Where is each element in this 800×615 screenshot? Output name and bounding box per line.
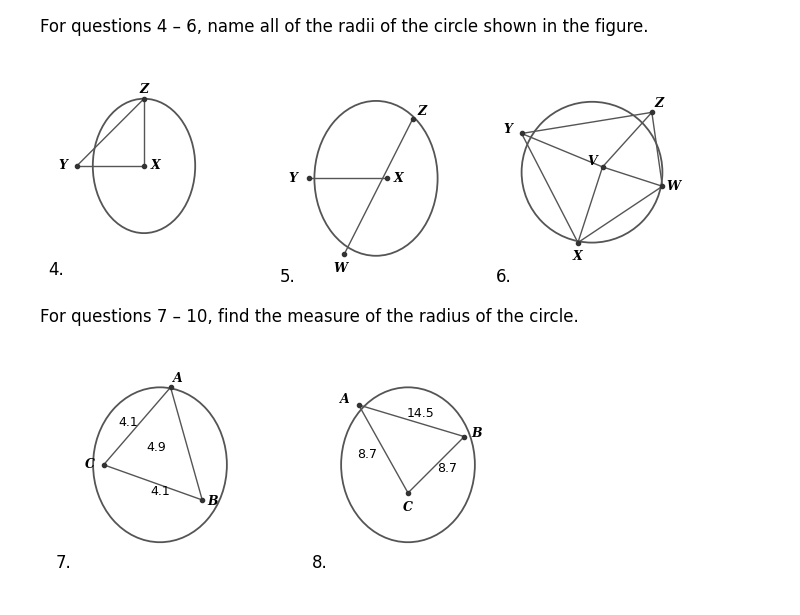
Text: For questions 7 – 10, find the measure of the radius of the circle.: For questions 7 – 10, find the measure o… (40, 308, 578, 325)
Text: W: W (666, 180, 680, 192)
Text: X: X (573, 250, 582, 263)
Text: Y: Y (503, 124, 512, 137)
Text: X: X (150, 159, 160, 172)
Text: C: C (403, 501, 413, 514)
Text: 6.: 6. (496, 268, 512, 285)
Text: 8.: 8. (312, 554, 328, 571)
Text: Y: Y (58, 159, 67, 172)
Text: Z: Z (139, 82, 149, 95)
Text: B: B (471, 427, 482, 440)
Text: 8.7: 8.7 (437, 462, 457, 475)
Text: 4.1: 4.1 (118, 416, 138, 429)
Text: 7.: 7. (56, 554, 72, 571)
Text: 4.1: 4.1 (150, 485, 170, 498)
Text: C: C (85, 458, 94, 471)
Text: 14.5: 14.5 (406, 407, 434, 420)
Text: Y: Y (289, 172, 298, 185)
Text: A: A (173, 372, 182, 385)
Text: W: W (334, 261, 348, 275)
Text: 5.: 5. (280, 268, 296, 285)
Text: X: X (394, 172, 404, 185)
Text: V: V (587, 155, 597, 168)
Text: For questions 4 – 6, name all of the radii of the circle shown in the figure.: For questions 4 – 6, name all of the rad… (40, 18, 649, 36)
Text: 4.: 4. (48, 261, 64, 279)
Text: A: A (340, 393, 350, 406)
Text: Z: Z (417, 105, 426, 118)
Text: 4.9: 4.9 (146, 441, 166, 454)
Text: 8.7: 8.7 (358, 448, 378, 461)
Text: B: B (207, 495, 218, 508)
Text: Z: Z (654, 97, 663, 110)
